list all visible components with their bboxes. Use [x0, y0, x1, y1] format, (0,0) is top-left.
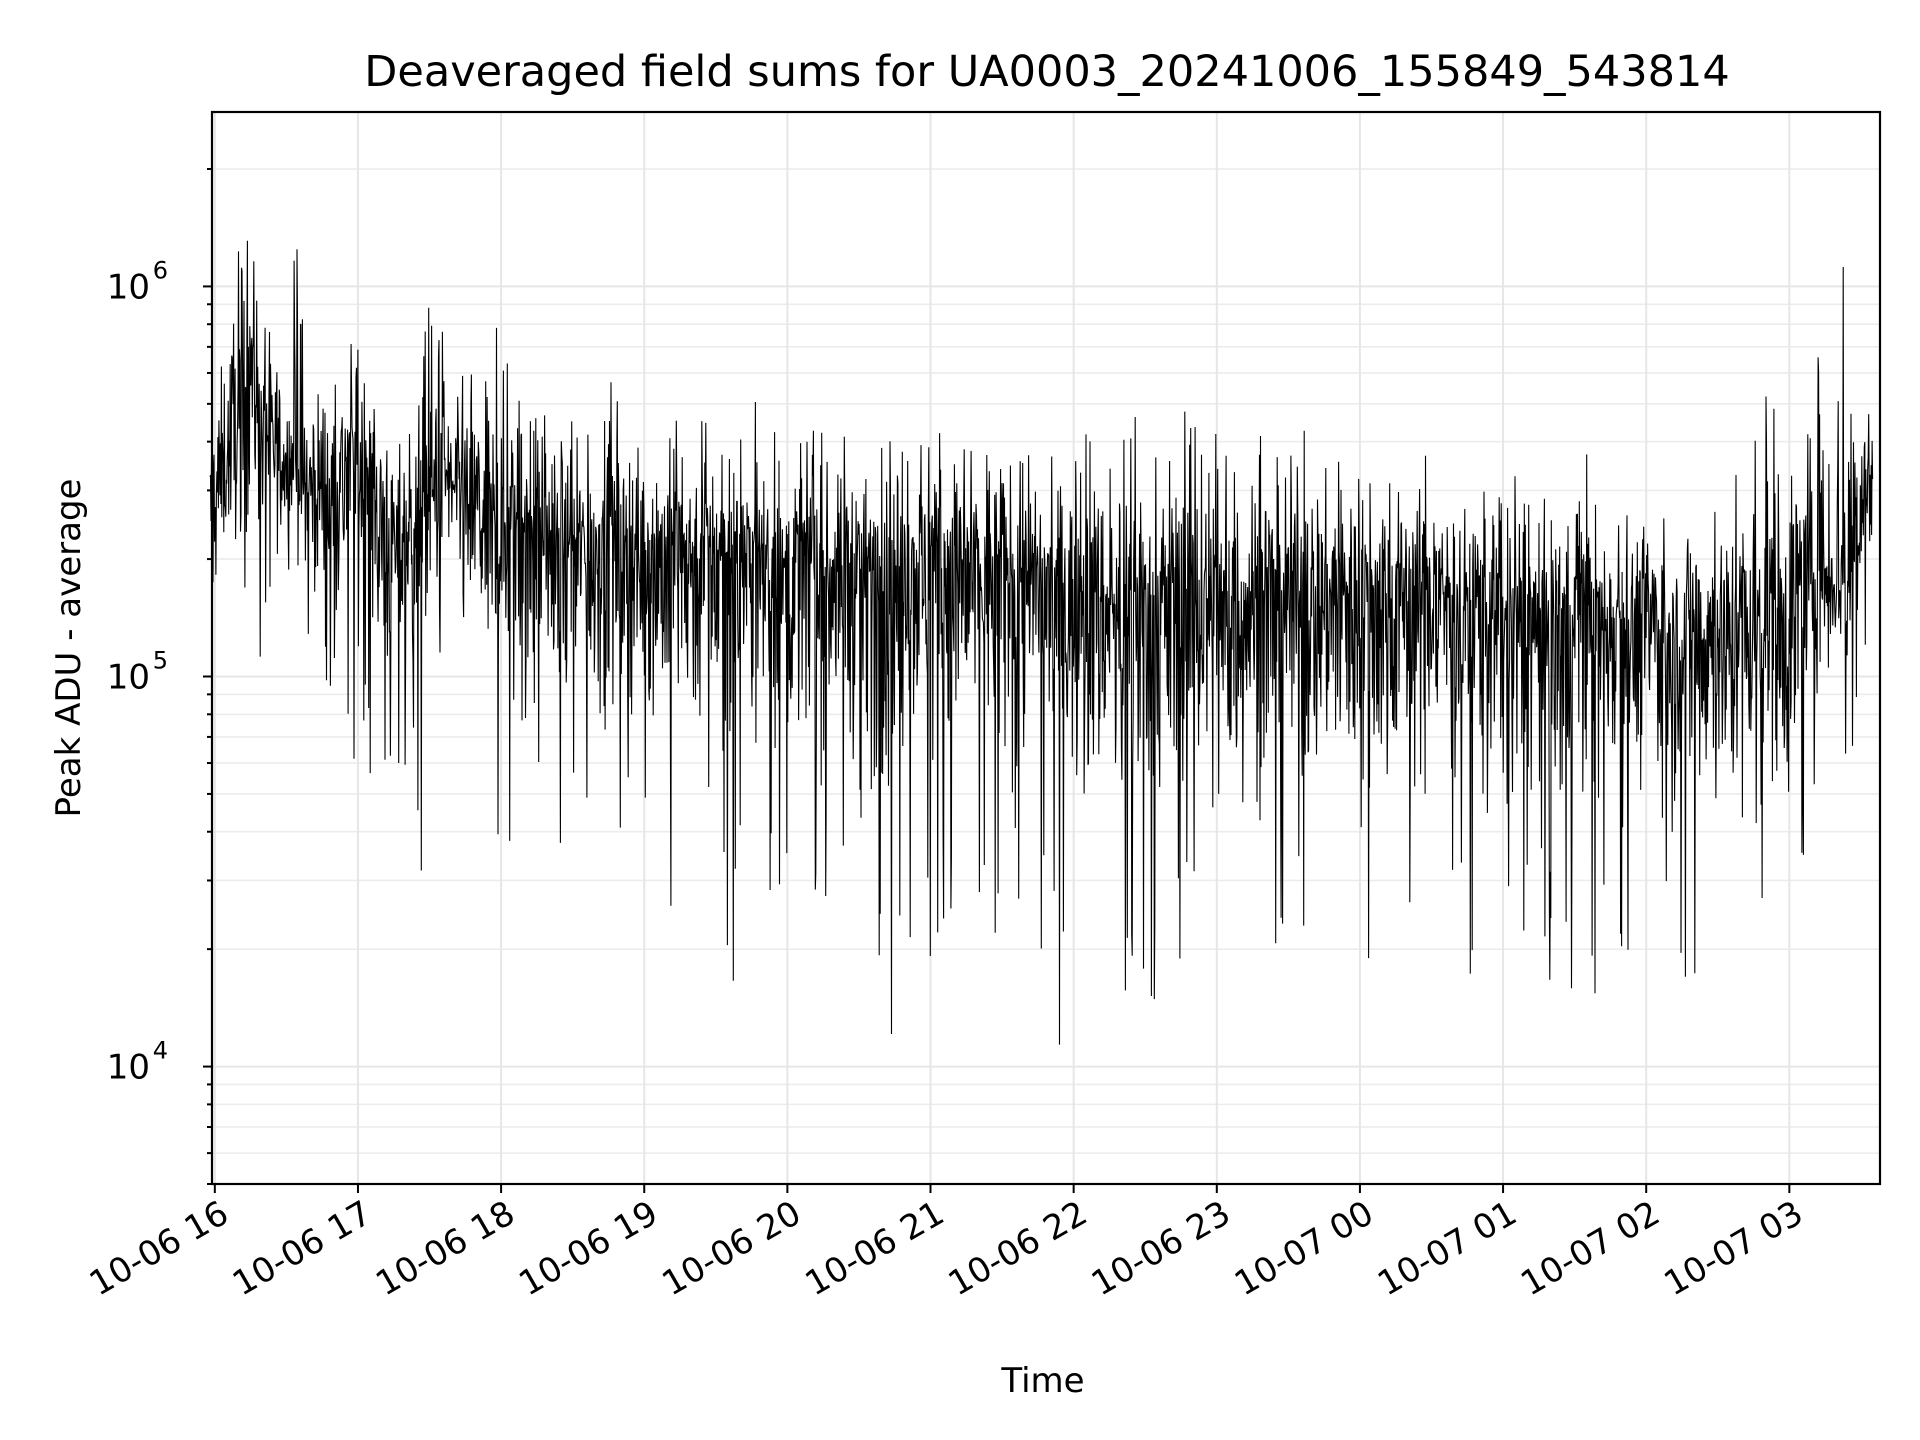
y-tick-label: 10 — [107, 1048, 150, 1088]
y-axis-label: Peak ADU - average — [49, 479, 89, 818]
y-major-grid — [212, 285, 1880, 1068]
plot-background — [212, 112, 1880, 1184]
plot-frame — [210, 110, 1882, 1186]
chart-title: Deaveraged field sums for UA0003_2024100… — [364, 47, 1729, 97]
series-group — [209, 240, 1874, 1045]
y-tick-exponent: 6 — [153, 256, 168, 284]
series-line — [209, 240, 1874, 1045]
y-tick-label: 10 — [107, 658, 150, 698]
y-tick-exponent: 5 — [153, 647, 168, 675]
y-tick-exponent: 4 — [153, 1037, 168, 1065]
plot-area — [209, 110, 1882, 1186]
x-axis-label: Time — [1000, 1361, 1084, 1401]
y-minor-grid — [212, 168, 1880, 1185]
y-tick-label: 10 — [107, 267, 150, 307]
